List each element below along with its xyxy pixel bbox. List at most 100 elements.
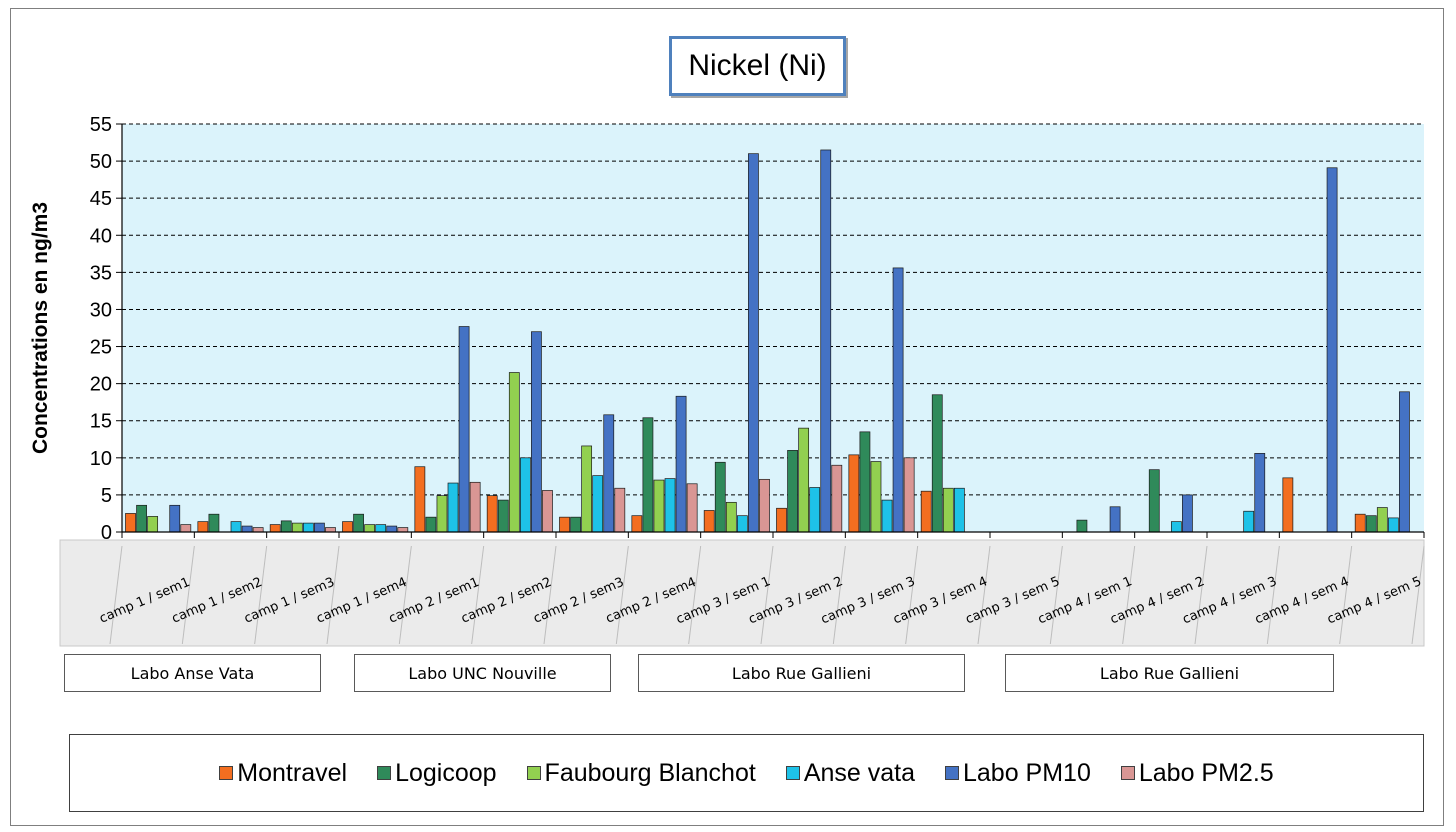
bar-labo-pm2-5-4 xyxy=(397,527,409,533)
bar-labo-pm10-14 xyxy=(1109,506,1121,533)
category-separator xyxy=(326,545,340,645)
bar-anse-vata-10 xyxy=(809,487,821,533)
category-separator xyxy=(254,545,268,645)
bar-faubourg-blanchot-3 xyxy=(291,522,303,533)
bar-logicoop-6 xyxy=(497,499,509,533)
bar-labo-pm10-16 xyxy=(1254,453,1266,533)
bar-faubourg-blanchot-18 xyxy=(1376,507,1388,533)
group-label-2: Labo UNC Nouville xyxy=(354,654,611,692)
category-separator xyxy=(543,545,557,645)
group-label-3: Labo Rue Gallieni xyxy=(638,654,965,692)
y-tick-label: 50 xyxy=(90,151,112,173)
bar-montravel-10 xyxy=(776,507,787,533)
bar-anse-vata-2 xyxy=(230,521,242,533)
category-separator xyxy=(832,545,846,645)
bar-logicoop-4 xyxy=(353,513,364,533)
bar-anse-vata-12 xyxy=(953,487,965,533)
legend-label-faubourg-blanchot: Faubourg Blanchot xyxy=(544,758,756,787)
bar-anse-vata-5 xyxy=(447,482,459,533)
bar-labo-pm2-5-8 xyxy=(686,483,698,533)
legend-label-labo-pm25: Labo PM2.5 xyxy=(1138,758,1274,787)
legend-swatch-logicoop xyxy=(377,766,392,780)
bar-logicoop-5 xyxy=(425,516,437,533)
bar-faubourg-blanchot-8 xyxy=(653,479,665,533)
legend-item-faubourg-blanchot: Faubourg Blanchot xyxy=(526,758,756,788)
bar-labo-pm2-5-9 xyxy=(759,478,770,533)
bar-montravel-6 xyxy=(486,495,498,533)
category-separator xyxy=(1122,545,1136,645)
bar-logicoop-10 xyxy=(787,450,798,533)
category-separator xyxy=(181,545,195,645)
legend-label-montravel: Montravel xyxy=(237,758,348,787)
legend-swatch-labo-pm25 xyxy=(1120,766,1135,780)
category-separator xyxy=(1411,545,1425,645)
bar-logicoop-12 xyxy=(931,394,943,533)
bar-labo-pm10-4 xyxy=(386,525,398,533)
bar-montravel-1 xyxy=(125,513,136,533)
bar-anse-vata-18 xyxy=(1387,517,1399,533)
legend-item-anse-vata: Anse vata xyxy=(785,758,915,788)
legend-swatch-anse-vata xyxy=(785,766,800,780)
category-separator xyxy=(760,545,774,645)
bar-montravel-18 xyxy=(1354,513,1366,533)
bar-anse-vata-9 xyxy=(736,515,748,533)
bar-montravel-12 xyxy=(920,490,932,533)
y-tick-label: 25 xyxy=(90,337,112,359)
category-separator xyxy=(977,545,991,645)
bar-anse-vata-8 xyxy=(664,478,676,533)
legend-item-montravel: Montravel xyxy=(219,759,347,788)
bar-faubourg-blanchot-11 xyxy=(870,461,882,533)
bar-labo-pm2-5-3 xyxy=(325,527,336,533)
y-tick-label: 45 xyxy=(90,188,112,210)
bar-montravel-2 xyxy=(197,521,209,533)
category-separator xyxy=(905,545,919,645)
bar-logicoop-15 xyxy=(1148,469,1160,533)
y-tick-label: 35 xyxy=(90,262,112,284)
category-separator xyxy=(471,545,485,645)
legend-label-labo-pm10: Labo PM10 xyxy=(963,758,1091,787)
legend-swatch-montravel xyxy=(219,766,234,780)
bar-logicoop-2 xyxy=(208,513,220,533)
bar-montravel-17 xyxy=(1282,477,1294,533)
bar-montravel-9 xyxy=(703,510,715,533)
y-tick-label: 5 xyxy=(101,485,112,507)
bar-faubourg-blanchot-4 xyxy=(364,524,376,533)
bar-labo-pm2-5-11 xyxy=(903,457,915,533)
bar-labo-pm2-5-1 xyxy=(180,524,192,533)
bar-labo-pm2-5-5 xyxy=(469,481,481,533)
bar-labo-pm2-5-2 xyxy=(252,527,264,533)
bar-logicoop-3 xyxy=(280,520,292,533)
bar-logicoop-1 xyxy=(136,504,147,533)
bar-anse-vata-4 xyxy=(375,524,387,533)
bar-logicoop-14 xyxy=(1076,519,1088,533)
category-separator xyxy=(1194,545,1208,645)
group-label-1: Labo Anse Vata xyxy=(64,654,321,692)
bar-logicoop-18 xyxy=(1365,515,1377,533)
bar-labo-pm2-5-10 xyxy=(831,464,843,533)
bar-labo-pm10-8 xyxy=(675,395,687,533)
category-separator xyxy=(688,545,702,645)
category-separator xyxy=(615,545,629,645)
bar-anse-vata-16 xyxy=(1243,510,1255,533)
bar-montravel-7 xyxy=(559,516,570,533)
bar-labo-pm10-7 xyxy=(603,414,615,533)
bar-faubourg-blanchot-12 xyxy=(942,487,954,533)
bar-labo-pm10-6 xyxy=(531,331,542,533)
bar-labo-pm10-1 xyxy=(169,504,181,533)
legend-swatch-labo-pm10 xyxy=(945,766,959,780)
legend-item-labo-pm10: Labo PM10 xyxy=(945,759,1091,788)
category-separator xyxy=(398,545,412,645)
category-separator xyxy=(1339,545,1353,645)
bar-faubourg-blanchot-7 xyxy=(581,445,593,533)
bar-labo-pm10-15 xyxy=(1182,494,1193,533)
bar-montravel-5 xyxy=(414,466,426,533)
legend-label-anse-vata: Anse vata xyxy=(803,758,915,787)
category-separator xyxy=(109,545,123,645)
bar-labo-pm10-17 xyxy=(1326,167,1338,533)
bar-montravel-3 xyxy=(269,524,281,533)
legend-label-logicoop: Logicoop xyxy=(395,758,497,787)
bar-anse-vata-15 xyxy=(1170,521,1182,533)
y-tick-label: 40 xyxy=(90,225,112,247)
plot-area xyxy=(122,124,1424,532)
